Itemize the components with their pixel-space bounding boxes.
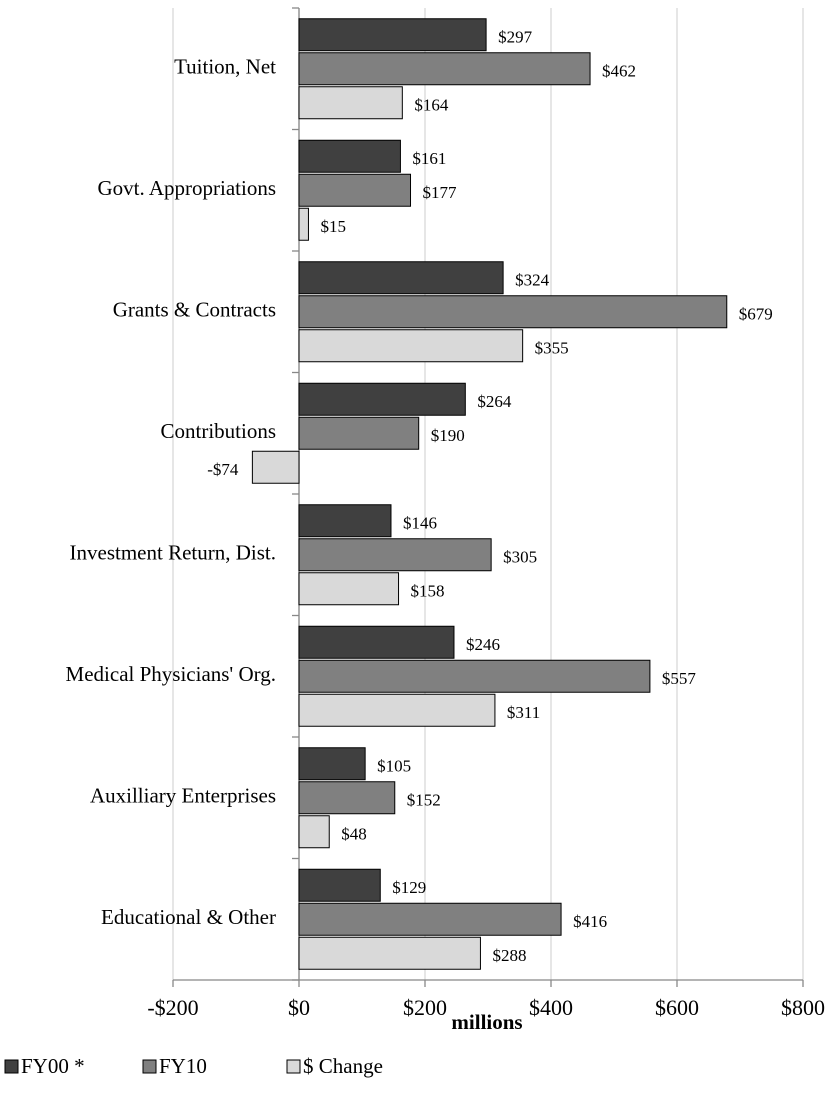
value-label: $246 bbox=[466, 635, 500, 654]
bar bbox=[298, 868, 381, 902]
value-label: $164 bbox=[414, 96, 449, 115]
bar bbox=[298, 416, 420, 450]
category-label: Govt. Appropriations bbox=[98, 176, 277, 200]
value-label: $146 bbox=[403, 514, 437, 533]
bar bbox=[298, 382, 466, 416]
legend-swatch bbox=[142, 1059, 157, 1074]
category-label: Medical Physicians' Org. bbox=[66, 662, 276, 686]
bar bbox=[298, 815, 330, 849]
bar bbox=[298, 86, 403, 120]
value-label: $152 bbox=[407, 791, 441, 810]
value-label: $288 bbox=[492, 946, 526, 965]
value-label: $190 bbox=[431, 426, 465, 445]
x-tick-label: $600 bbox=[655, 995, 699, 1020]
bar bbox=[298, 329, 524, 363]
legend-swatch bbox=[286, 1059, 301, 1074]
bar bbox=[298, 207, 309, 241]
value-label: $158 bbox=[411, 582, 445, 601]
value-label: $324 bbox=[515, 271, 550, 290]
bar bbox=[298, 936, 481, 970]
value-label: $416 bbox=[573, 912, 607, 931]
legend-swatch bbox=[4, 1059, 19, 1074]
value-label: $462 bbox=[602, 62, 636, 81]
bar bbox=[298, 538, 492, 572]
bar bbox=[251, 450, 300, 484]
bar bbox=[298, 261, 504, 295]
value-label: $557 bbox=[662, 669, 697, 688]
legend-label: $ Change bbox=[303, 1054, 383, 1078]
bar bbox=[298, 295, 728, 329]
bar bbox=[298, 139, 401, 173]
value-label: $105 bbox=[377, 757, 411, 776]
value-label: $161 bbox=[412, 149, 446, 168]
x-axis-title: millions bbox=[451, 1010, 522, 1034]
x-tick-label: $200 bbox=[403, 995, 447, 1020]
x-tick-label: $0 bbox=[288, 995, 310, 1020]
category-label: Tuition, Net bbox=[174, 55, 276, 79]
category-label: Contributions bbox=[160, 419, 276, 443]
bar bbox=[298, 693, 496, 727]
value-label: $15 bbox=[320, 217, 346, 236]
value-label: $48 bbox=[341, 825, 367, 844]
value-label: $297 bbox=[498, 28, 533, 47]
bar bbox=[298, 659, 651, 693]
value-label: $311 bbox=[507, 703, 540, 722]
value-label: $305 bbox=[503, 548, 537, 567]
legend-label: FY00 * bbox=[21, 1054, 85, 1078]
value-label: $679 bbox=[739, 305, 773, 324]
x-tick-label: -$200 bbox=[147, 995, 198, 1020]
legend-label: FY10 bbox=[159, 1054, 207, 1078]
bar bbox=[298, 18, 487, 52]
bar bbox=[298, 902, 562, 936]
bar bbox=[298, 781, 396, 815]
bar bbox=[298, 504, 392, 538]
value-label: $355 bbox=[535, 339, 569, 358]
bar bbox=[298, 625, 455, 659]
bar bbox=[298, 173, 412, 207]
x-tick-label: $800 bbox=[781, 995, 825, 1020]
bar bbox=[298, 572, 400, 606]
bar bbox=[298, 52, 591, 86]
value-label: $129 bbox=[392, 878, 426, 897]
value-label: $264 bbox=[477, 392, 512, 411]
x-tick-label: $400 bbox=[529, 995, 573, 1020]
bar bbox=[298, 747, 366, 781]
category-label: Educational & Other bbox=[101, 905, 276, 929]
category-label: Grants & Contracts bbox=[113, 298, 276, 322]
value-label: $177 bbox=[423, 183, 458, 202]
category-label: Investment Return, Dist. bbox=[70, 541, 276, 565]
category-label: Auxilliary Enterprises bbox=[90, 784, 276, 808]
value-label: -$74 bbox=[207, 460, 239, 479]
